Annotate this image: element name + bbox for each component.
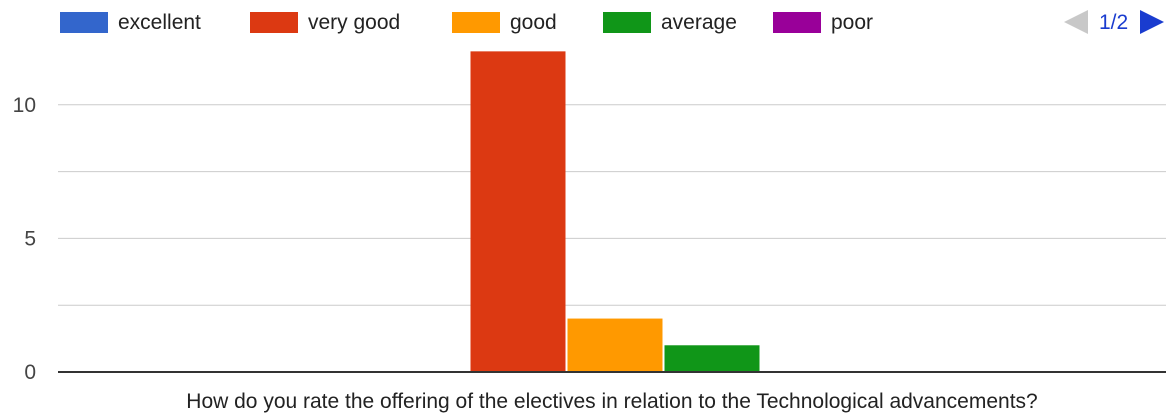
legend-pager: 1/2 <box>1064 10 1164 34</box>
legend-label: good <box>510 11 557 34</box>
bar-good[interactable] <box>567 318 663 372</box>
legend-swatch <box>452 12 500 33</box>
legend-swatch <box>60 12 108 33</box>
gridlines <box>58 104 1166 306</box>
triangle-left-icon[interactable] <box>1064 10 1088 34</box>
legend-swatch <box>250 12 298 33</box>
legend: excellent very good good average poor <box>60 11 873 34</box>
y-tick-label: 10 <box>13 94 36 117</box>
bars <box>470 51 760 373</box>
bar-average[interactable] <box>664 345 760 372</box>
legend-swatch <box>773 12 821 33</box>
x-axis-label: How do you rate the offering of the elec… <box>186 390 1037 413</box>
legend-swatch <box>603 12 651 33</box>
y-axis-ticks: 0 5 10 <box>13 94 36 384</box>
legend-label: excellent <box>118 11 201 34</box>
triangle-right-icon[interactable] <box>1140 10 1164 34</box>
y-tick-label: 0 <box>24 361 36 384</box>
bar-very-good[interactable] <box>470 51 566 373</box>
y-tick-label: 5 <box>24 227 36 250</box>
legend-label: poor <box>831 11 873 34</box>
legend-label: average <box>661 11 737 34</box>
legend-pager-label: 1/2 <box>1099 11 1128 34</box>
legend-label: very good <box>308 11 400 34</box>
